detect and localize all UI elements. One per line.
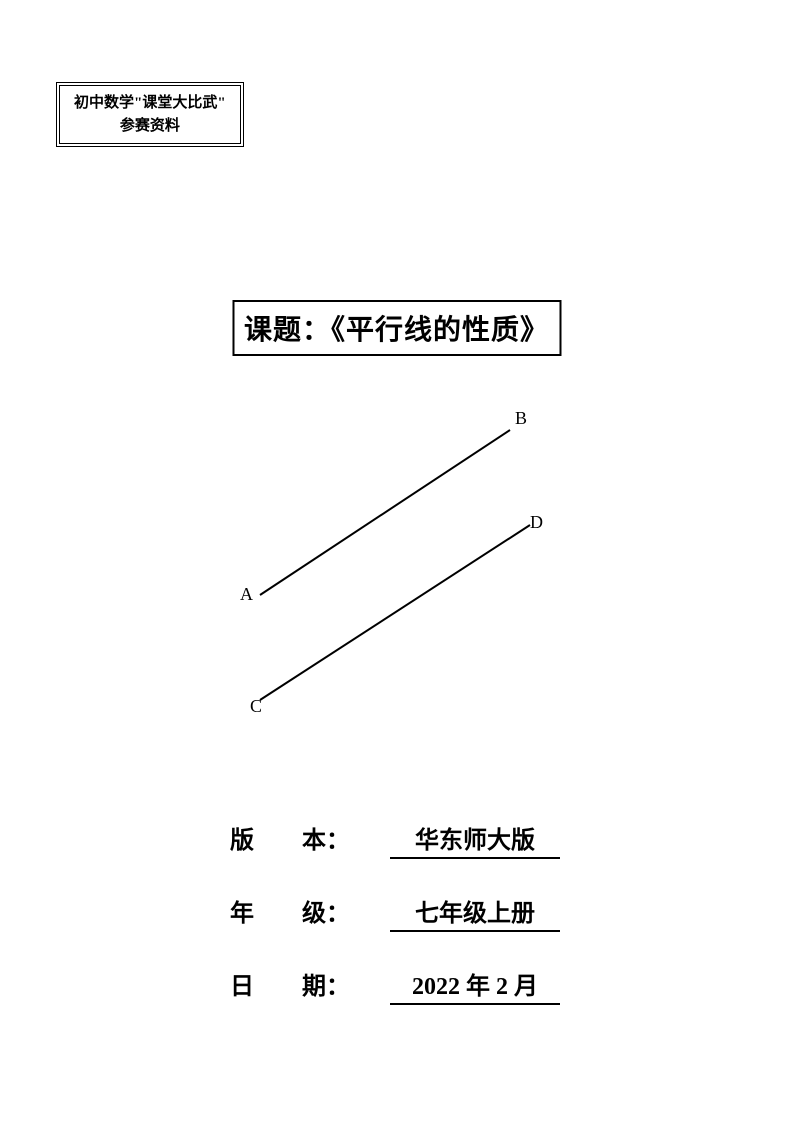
header-line-1: 初中数学"课堂大比武" (74, 92, 226, 115)
svg-text:D: D (530, 512, 543, 532)
title-box: 课题：《平行线的性质》 (232, 300, 561, 356)
grade-label: 年 级： (230, 893, 390, 928)
info-row-version: 版 本： 华东师大版 (230, 820, 560, 859)
header-box: 初中数学"课堂大比武" 参赛资料 (56, 82, 244, 147)
parallel-lines-diagram: A B C D (200, 400, 560, 725)
info-row-date: 日 期： 2022 年 2 月 (230, 966, 560, 1005)
page-title: 课题：《平行线的性质》 (244, 308, 549, 348)
header-line-2: 参赛资料 (74, 115, 226, 138)
date-label: 日 期： (230, 966, 390, 1001)
svg-text:C: C (250, 696, 262, 716)
diagram-svg: A B C D (200, 400, 560, 720)
date-value: 2022 年 2 月 (390, 966, 560, 1005)
version-label: 版 本： (230, 820, 390, 855)
svg-text:B: B (515, 408, 527, 428)
grade-value: 七年级上册 (390, 893, 560, 932)
info-row-grade: 年 级： 七年级上册 (230, 893, 560, 932)
version-value: 华东师大版 (390, 820, 560, 859)
svg-text:A: A (240, 584, 253, 604)
info-section: 版 本： 华东师大版 年 级： 七年级上册 日 期： 2022 年 2 月 (230, 820, 560, 1039)
